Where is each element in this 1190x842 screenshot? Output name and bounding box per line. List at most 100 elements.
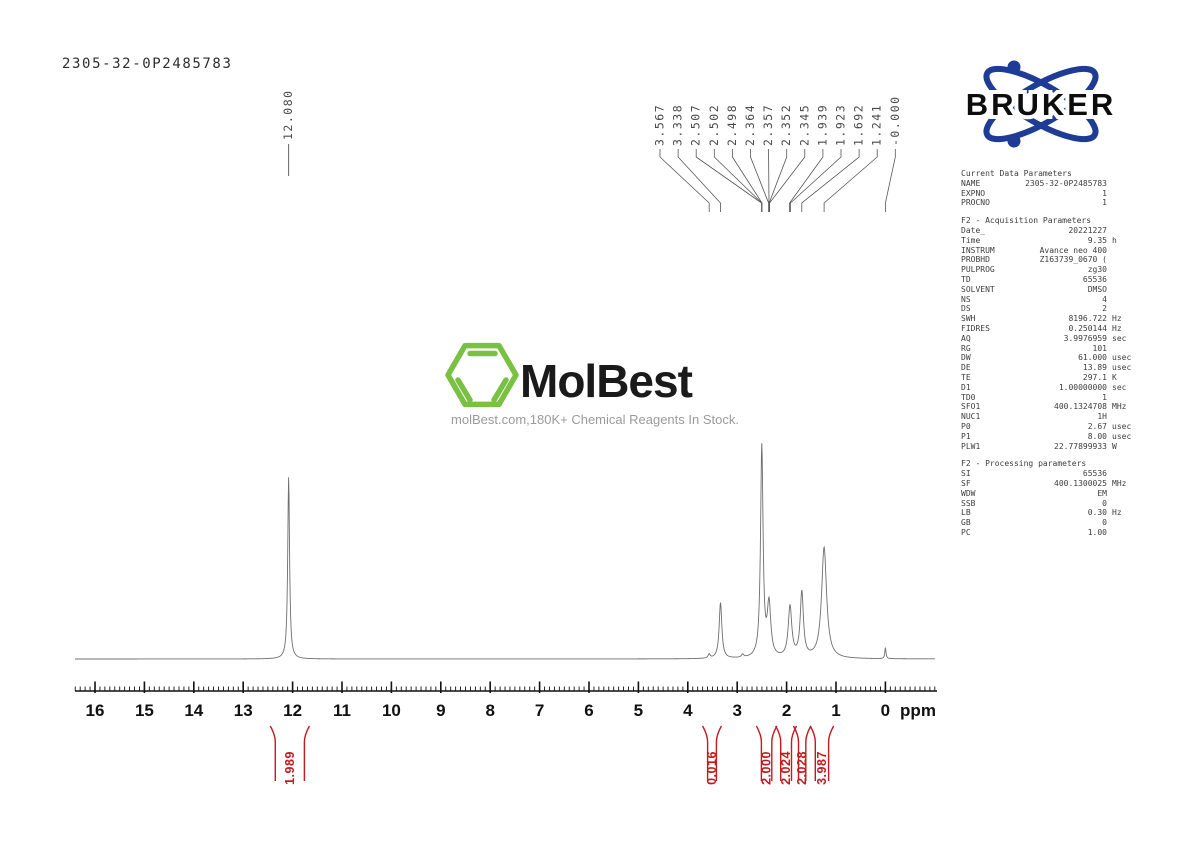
peak-label-pointer: [695, 149, 762, 212]
param-unit: [1107, 393, 1141, 403]
param-row: DE 13.89 usec: [961, 363, 1141, 373]
param-key: Time: [961, 235, 981, 245]
x-axis-tick-label: 4: [683, 701, 693, 720]
param-unit: Hz: [1112, 323, 1122, 333]
param-value: 0.250144: [1068, 323, 1107, 333]
peak-label-cluster-group: 3.567 3.338 2.507 2.502 2.498 2.364 2.357 2.352…: [653, 95, 902, 212]
spectrum-trace-group: [75, 443, 935, 660]
peak-label-text: 2.345: [797, 104, 811, 146]
param-row: DW 61.000 usec: [961, 353, 1141, 363]
integrals-group: 1.989 0.016 2.000 2.024 2.028 3.987: [269, 725, 835, 785]
param-row: GB 0: [961, 518, 1141, 528]
param-key: P1: [961, 431, 971, 441]
param-row: LB 0.30 Hz: [961, 508, 1141, 518]
param-section-header: F2 - Acquisition Parameters: [961, 216, 1092, 226]
param-key: NAME: [961, 178, 981, 188]
integral-value: 1.989: [283, 751, 297, 785]
param-key: DE: [961, 363, 971, 373]
x-axis-tick-label: 11: [333, 701, 351, 720]
param-key: TE: [961, 372, 971, 382]
peak-label-pointer: [677, 149, 721, 212]
peak-label-pointer: [659, 149, 710, 212]
peak-label-pointer: [885, 149, 896, 212]
x-axis-tick-label: 2: [782, 701, 791, 720]
param-key: DS: [961, 304, 971, 314]
peak-label-pointer: [768, 149, 788, 212]
param-value: 65536: [1082, 274, 1107, 284]
peak-label-text: -0.000: [888, 95, 902, 146]
param-section: Current Data Parameters NAME 2305-32-0P248…: [961, 169, 1141, 208]
peak-label-text: 1.692: [852, 104, 866, 146]
peak-label-text: 2.507: [689, 104, 703, 146]
integral-bracket-left: [809, 725, 816, 781]
param-unit: Hz: [1112, 314, 1122, 324]
param-unit: usec: [1112, 363, 1132, 373]
peak-label-pointer: [713, 149, 763, 212]
param-key: SF: [961, 478, 971, 488]
param-key: RG: [961, 343, 971, 353]
param-row: SI 65536: [961, 469, 1141, 479]
param-unit: [1107, 344, 1141, 354]
param-value: 0: [1102, 498, 1107, 508]
param-value: 2305-32-0P2485783: [1025, 178, 1107, 188]
param-unit: usec: [1112, 431, 1132, 441]
param-row: NS 4: [961, 295, 1141, 305]
param-unit: usec: [1112, 421, 1132, 431]
peak-label-text: 12.080: [281, 89, 295, 140]
integral-bracket-left: [792, 725, 800, 781]
param-key: FIDRES: [961, 323, 990, 333]
param-row: PC 1.00: [961, 528, 1141, 538]
param-unit: K: [1112, 372, 1117, 382]
integral-value: 2.000: [760, 751, 774, 785]
peak-label-text: 3.567: [653, 104, 667, 146]
param-value: Z163739_0670 (: [1039, 255, 1107, 265]
integral-value: 2.024: [779, 751, 793, 785]
param-row: TE 297.1 K: [961, 373, 1141, 383]
integral-bracket-left: [775, 725, 782, 781]
param-value: 22.77899933: [1054, 441, 1107, 451]
bruker-wordmark: BRUKER: [966, 87, 1117, 122]
x-axis-tick-label: 16: [86, 701, 105, 720]
param-key: Date_: [961, 225, 986, 235]
param-key: SOLVENT: [961, 284, 995, 294]
param-value: 4: [1102, 294, 1107, 304]
param-row: PULPROG zg30: [961, 265, 1141, 275]
param-row: TD0 1: [961, 393, 1141, 403]
x-axis-tick-label: 13: [234, 701, 253, 720]
param-unit: Hz: [1112, 508, 1122, 518]
param-value: 2.67: [1087, 421, 1107, 431]
param-key: SFO1: [961, 402, 981, 412]
param-row: WDW EM: [961, 489, 1141, 499]
peak-label-pointer: [801, 149, 860, 212]
param-key: TD0: [961, 392, 976, 402]
param-value: 9.35: [1087, 235, 1107, 245]
param-section-header: F2 - Processing parameters: [961, 459, 1087, 469]
param-row: EXPNO 1: [961, 189, 1141, 199]
param-unit: sec: [1112, 382, 1127, 392]
integral-bracket-right: [790, 725, 798, 781]
param-key: AQ: [961, 333, 971, 343]
nmr-trace: [75, 443, 935, 660]
param-value: 1: [1102, 188, 1107, 198]
param-row: PROCNO 1: [961, 198, 1141, 208]
param-value: 61.000: [1078, 353, 1107, 363]
param-row: SF 400.1300025 MHz: [961, 479, 1141, 489]
param-unit: [1107, 275, 1141, 285]
acquisition-parameters-panel: Current Data Parameters NAME 2305-32-0P248…: [961, 169, 1141, 546]
x-axis-tick-label: 0: [881, 701, 890, 720]
x-axis-tick-label: 6: [584, 701, 593, 720]
param-value: EM: [1097, 488, 1107, 498]
param-key: LB: [961, 508, 971, 518]
param-value: 297.1: [1082, 372, 1107, 382]
param-section: F2 - Acquisition Parameters Date_ 20221227…: [961, 216, 1141, 451]
param-section: F2 - Processing parameters SI 65536 SF 400.1…: [961, 459, 1141, 537]
param-key: P0: [961, 421, 971, 431]
param-unit: [1107, 226, 1141, 236]
peak-label-pointer: [789, 149, 824, 212]
x-axis-tick-label: 15: [135, 701, 154, 720]
peak-label-text: 1.241: [870, 104, 884, 146]
param-unit: usec: [1112, 353, 1132, 363]
molbest-wordmark: MolBest: [520, 355, 693, 407]
param-value: 13.89: [1082, 363, 1107, 373]
param-key: INSTRUM: [961, 245, 995, 255]
